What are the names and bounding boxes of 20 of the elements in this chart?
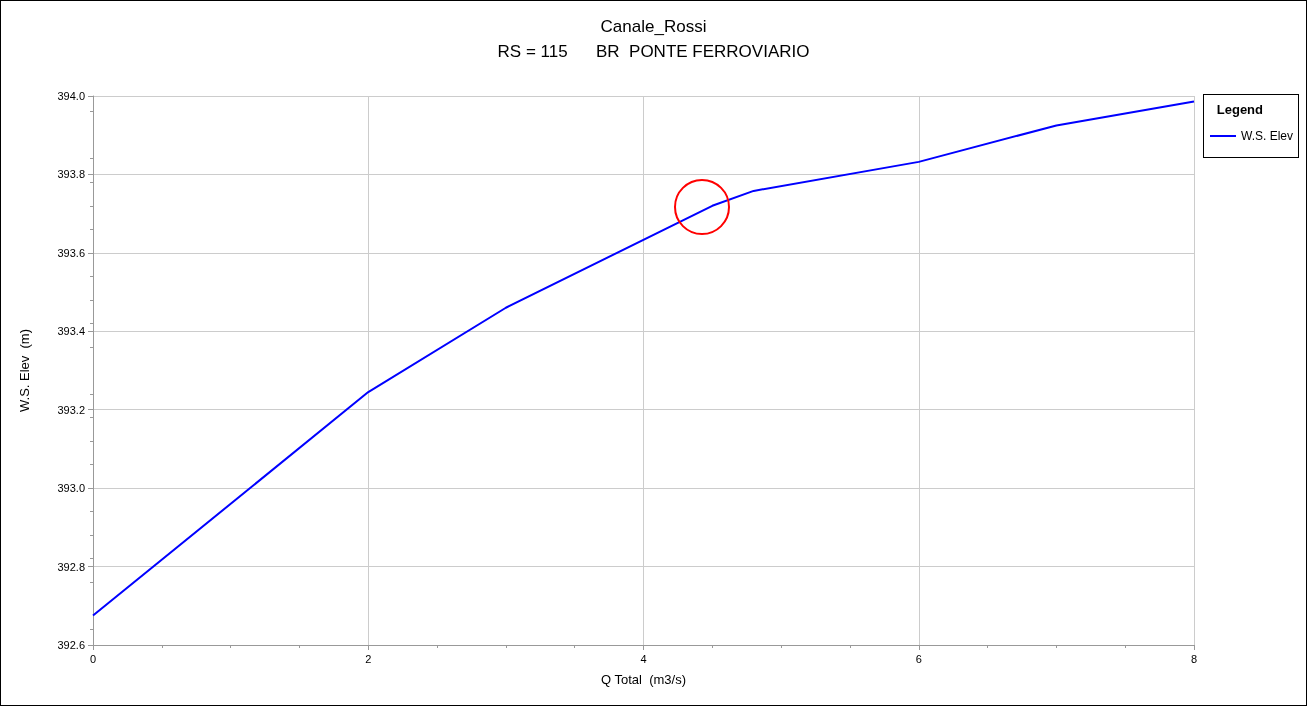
y-tick-label: 393.6 xyxy=(57,246,85,259)
line-series xyxy=(92,100,1195,617)
y-tick-label: 393.4 xyxy=(57,325,85,338)
y-tick-label: 393.0 xyxy=(57,482,85,495)
chart-subtitle: RS = 115 BR PONTE FERROVIARIO xyxy=(497,42,810,61)
chart-title: Canale_Rossi xyxy=(600,17,707,36)
y-tick-label: 394.0 xyxy=(57,90,85,102)
legend-title: Legend xyxy=(1216,102,1264,117)
x-tick-label: 8 xyxy=(1190,652,1198,665)
x-tick-label: 6 xyxy=(915,652,922,665)
y-tick-label: 392.8 xyxy=(57,560,85,573)
y-tick-label: 393.8 xyxy=(57,168,85,181)
x-axis-title: Q Total (m3/s) xyxy=(600,672,687,687)
x-tick-label: 2 xyxy=(365,652,372,665)
x-tick-label: 0 xyxy=(89,652,97,665)
y-tick-label: 393.2 xyxy=(57,403,85,416)
legend-label: W.S. Elev xyxy=(1240,129,1293,143)
y-axis-title: W.S. Elev (m) xyxy=(17,328,32,413)
x-tick-label: 4 xyxy=(640,652,647,665)
y-tick-label: 392.6 xyxy=(57,639,85,651)
